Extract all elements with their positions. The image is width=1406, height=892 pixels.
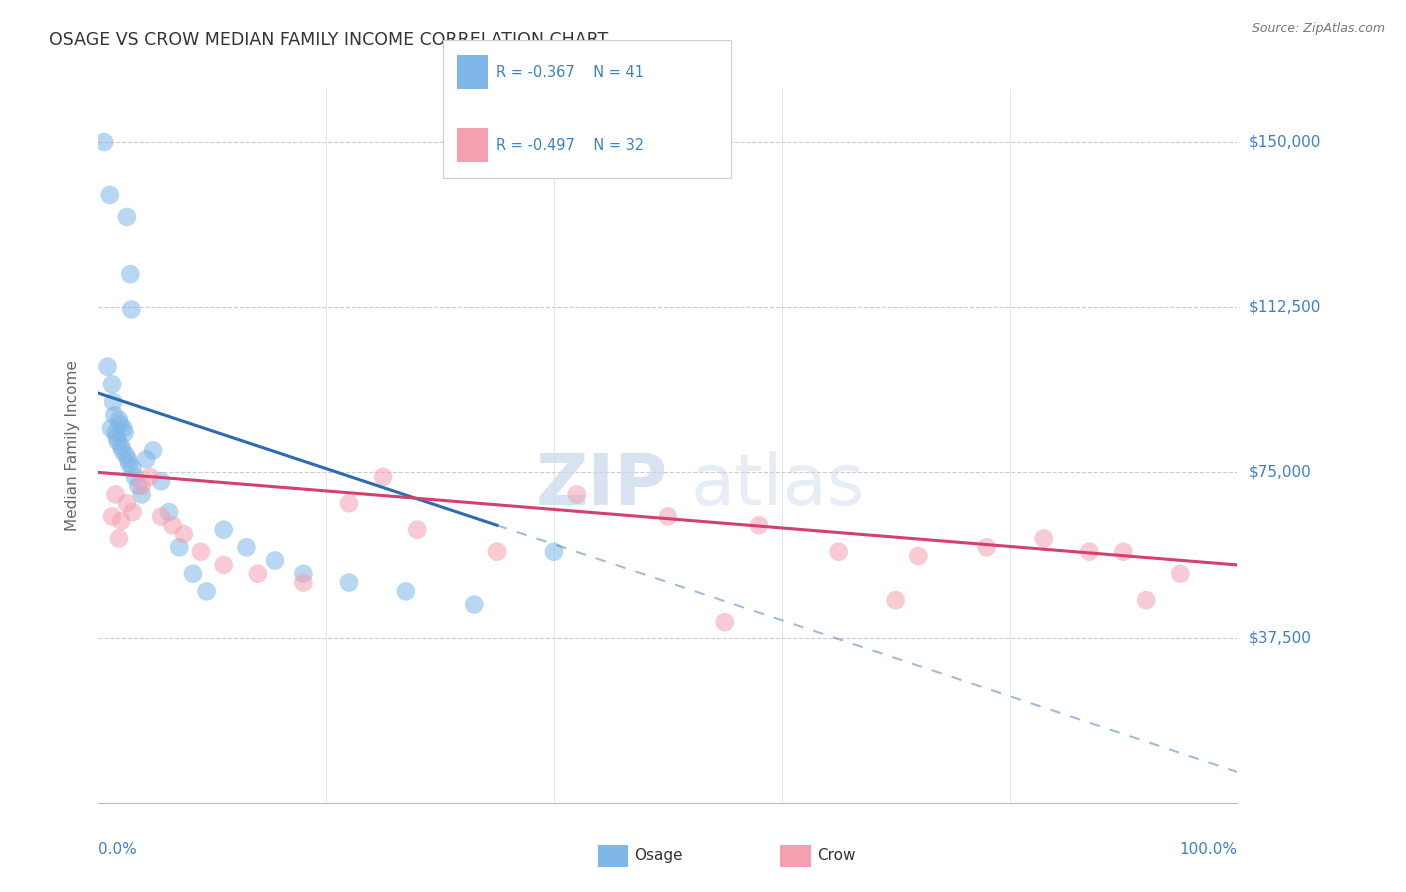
Point [162, 518, 184, 533]
Text: Source: ZipAtlas.com: Source: ZipAtlas.com [1251, 22, 1385, 36]
Point [104, 425, 127, 440]
Point [337, 575, 360, 590]
Point [103, 408, 125, 422]
Text: 0.0%: 0.0% [98, 842, 138, 856]
Text: R = -0.497    N = 32: R = -0.497 N = 32 [496, 138, 644, 153]
Point [212, 558, 235, 572]
Point [406, 523, 429, 537]
Point [115, 496, 138, 510]
Text: 100.0%: 100.0% [1180, 842, 1237, 856]
Point [112, 421, 135, 435]
Text: OSAGE VS CROW MEDIAN FAMILY INCOME CORRELATION CHART: OSAGE VS CROW MEDIAN FAMILY INCOME CORRE… [49, 31, 609, 49]
Point [371, 470, 394, 484]
Point [98, 188, 121, 202]
Point [150, 475, 173, 489]
Point [96, 359, 118, 374]
Text: Osage: Osage [634, 848, 683, 863]
Point [1170, 566, 1192, 581]
Point [657, 509, 679, 524]
Point [107, 434, 129, 449]
Point [110, 514, 132, 528]
Point [292, 566, 315, 581]
Point [142, 443, 165, 458]
Point [169, 541, 191, 555]
Point [127, 478, 149, 492]
Point [101, 377, 124, 392]
Text: ZIP: ZIP [536, 451, 668, 520]
Point [828, 545, 851, 559]
Point [337, 496, 360, 510]
Text: R = -0.367    N = 41: R = -0.367 N = 41 [496, 65, 644, 79]
Text: $75,000: $75,000 [1249, 465, 1312, 480]
Point [235, 541, 257, 555]
Point [212, 523, 235, 537]
Point [120, 302, 142, 317]
Point [135, 452, 157, 467]
Point [93, 135, 115, 149]
Point [150, 509, 173, 524]
Point [101, 509, 124, 524]
Point [121, 505, 143, 519]
Text: Crow: Crow [817, 848, 855, 863]
Point [115, 210, 138, 224]
Point [104, 487, 127, 501]
Point [118, 457, 141, 471]
Point [976, 541, 998, 555]
Point [565, 487, 588, 501]
Point [486, 545, 509, 559]
Point [884, 593, 907, 607]
Point [117, 452, 139, 467]
Text: atlas: atlas [690, 451, 865, 520]
Point [246, 566, 269, 581]
Point [110, 439, 132, 453]
Point [1135, 593, 1157, 607]
Point [121, 461, 143, 475]
Point [124, 470, 146, 484]
Point [463, 598, 485, 612]
Point [105, 430, 128, 444]
Point [138, 470, 160, 484]
Point [120, 267, 142, 281]
Point [103, 395, 125, 409]
Point [543, 545, 565, 559]
Point [395, 584, 418, 599]
Point [114, 448, 136, 462]
Text: $37,500: $37,500 [1249, 630, 1312, 645]
Point [173, 527, 195, 541]
Point [714, 615, 737, 630]
Point [157, 505, 180, 519]
Point [108, 417, 131, 431]
Text: $150,000: $150,000 [1249, 135, 1320, 150]
Point [114, 425, 136, 440]
Point [1112, 545, 1135, 559]
Text: $112,500: $112,500 [1249, 300, 1320, 315]
Point [100, 421, 122, 435]
Point [1032, 532, 1054, 546]
Point [1078, 545, 1101, 559]
Point [181, 566, 204, 581]
Point [190, 545, 212, 559]
Point [907, 549, 929, 563]
Point [748, 518, 770, 533]
Point [131, 478, 153, 492]
Point [292, 575, 315, 590]
Y-axis label: Median Family Income: Median Family Income [65, 360, 80, 532]
Point [108, 412, 131, 426]
Point [111, 443, 134, 458]
Point [195, 584, 218, 599]
Point [131, 487, 153, 501]
Point [108, 532, 131, 546]
Point [264, 553, 287, 567]
